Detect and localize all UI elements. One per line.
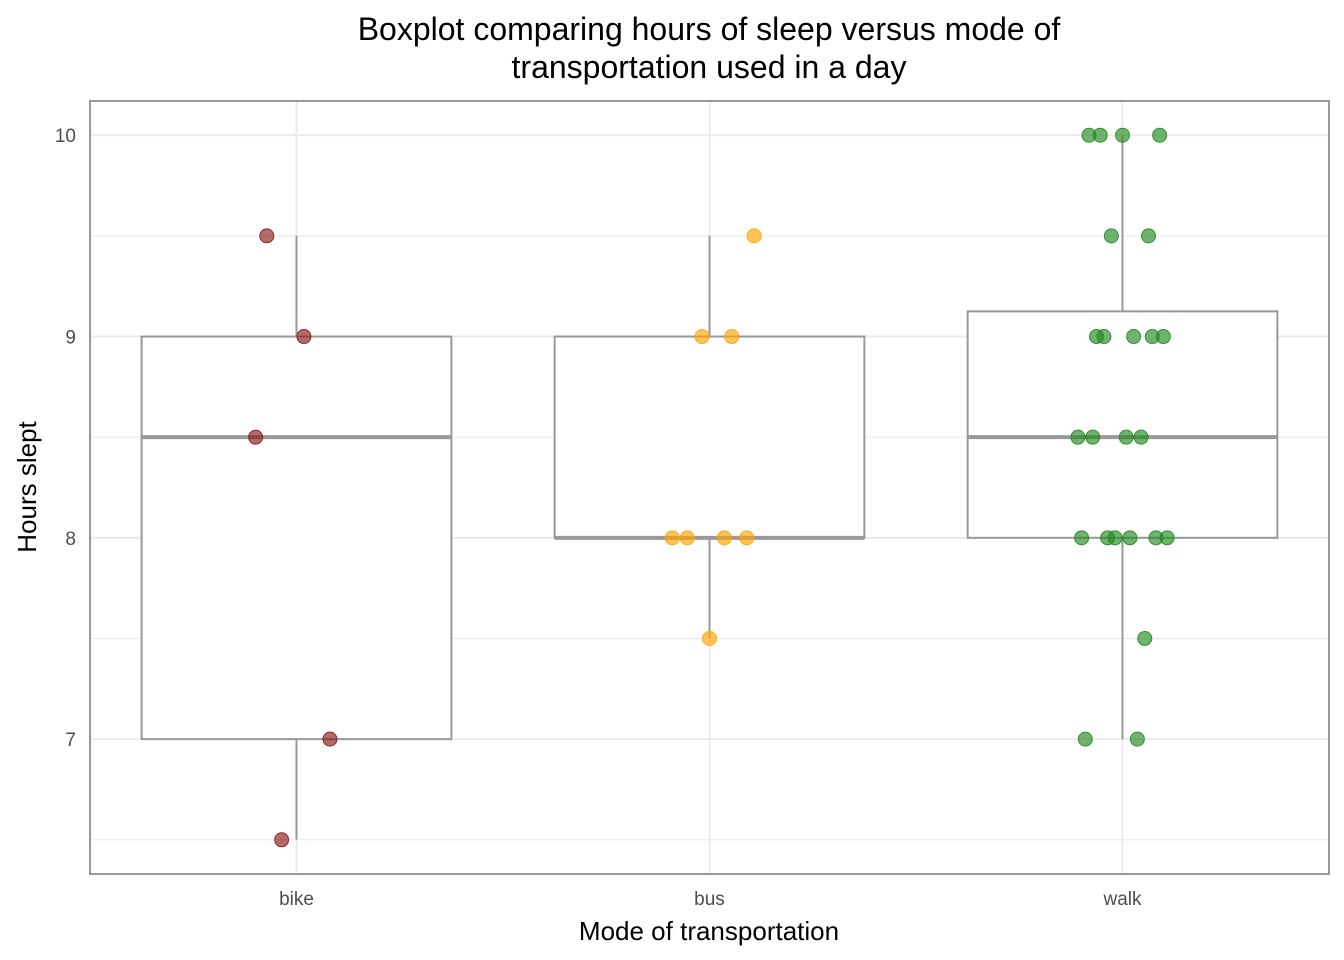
box-bike: [140, 335, 453, 741]
data-point: [739, 530, 755, 546]
data-point: [1103, 228, 1119, 244]
data-point: [1081, 127, 1097, 143]
data-point: [1152, 127, 1168, 143]
data-point: [664, 530, 680, 546]
box-bus: [553, 335, 866, 539]
data-point: [746, 228, 762, 244]
data-point: [322, 731, 338, 747]
data-point: [1141, 228, 1157, 244]
data-point: [1115, 127, 1130, 143]
x-tick-label: walk: [1102, 889, 1142, 910]
tick-labels: 7 8 9 10 bike bus walk: [55, 126, 1142, 910]
data-point: [694, 329, 710, 345]
y-tick-label: 9: [65, 328, 76, 349]
data-point: [1133, 429, 1149, 445]
data-point: [1137, 630, 1153, 646]
y-tick-label: 8: [65, 529, 76, 550]
y-axis-title: Hours slept: [12, 420, 42, 552]
data-point: [1126, 329, 1142, 345]
x-tick-label: bus: [694, 889, 725, 910]
data-point: [1122, 530, 1138, 546]
point-layer: [248, 127, 1175, 848]
data-point: [702, 630, 717, 646]
data-point: [1085, 429, 1101, 445]
data-point: [248, 429, 264, 445]
x-tick-label: bike: [279, 889, 314, 910]
data-point: [716, 530, 732, 546]
data-point: [1070, 429, 1086, 445]
panel-border: [89, 100, 1330, 875]
data-point: [1118, 429, 1134, 445]
data-point: [679, 530, 695, 546]
chart-title-line-2: transportation used in a day: [512, 49, 907, 85]
chart-title-line-1: Boxplot comparing hours of sleep versus …: [358, 11, 1061, 47]
box-walk: [966, 310, 1279, 539]
data-point: [259, 228, 275, 244]
x-axis-title: Mode of transportation: [579, 916, 839, 946]
data-point: [1144, 329, 1160, 345]
data-point: [1074, 530, 1090, 546]
data-point: [1107, 530, 1123, 546]
box-layer: [140, 135, 1279, 840]
data-point: [1159, 530, 1175, 546]
y-tick-label: 7: [65, 730, 76, 751]
data-point: [296, 329, 312, 345]
data-point: [724, 329, 740, 345]
data-point: [1077, 731, 1093, 747]
data-point: [1129, 731, 1145, 747]
data-point: [1096, 329, 1112, 345]
y-tick-label: 10: [55, 126, 76, 147]
data-point: [274, 832, 290, 848]
